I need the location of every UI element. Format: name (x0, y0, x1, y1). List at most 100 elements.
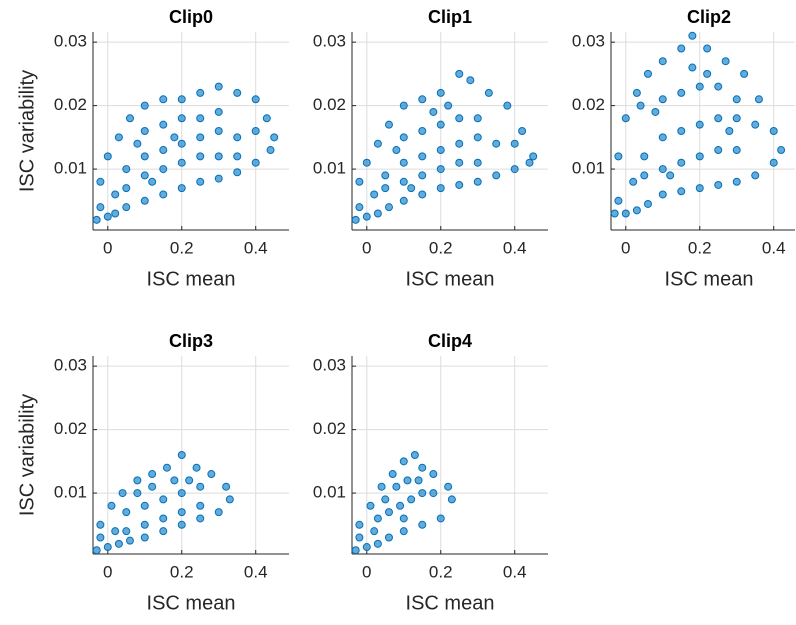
point (159, 146, 168, 155)
y-tick-label: 0.03 (54, 32, 87, 51)
point (455, 139, 464, 148)
point (233, 152, 242, 161)
point (614, 152, 623, 161)
point (140, 171, 149, 180)
point (373, 514, 382, 523)
point (484, 88, 493, 97)
point (677, 158, 686, 167)
subplot: 0.01 0.02 0.03 0 0.2 0.4 Clip3 ISC mean ISC vari… (16, 331, 289, 614)
point (159, 190, 168, 199)
point (140, 501, 149, 510)
point (125, 536, 134, 545)
point (122, 165, 131, 174)
point (399, 158, 408, 167)
point (355, 520, 364, 529)
point (658, 190, 667, 199)
point (732, 114, 741, 123)
point (370, 527, 379, 536)
point (103, 152, 112, 161)
point (399, 196, 408, 205)
point (455, 69, 464, 78)
point (118, 489, 127, 498)
point (196, 482, 205, 491)
point (444, 101, 453, 110)
point (148, 177, 157, 186)
point (688, 31, 697, 40)
point (436, 146, 445, 155)
point (436, 514, 445, 523)
point (436, 184, 445, 193)
point (140, 196, 149, 205)
point (92, 215, 101, 224)
point (399, 133, 408, 142)
point (418, 152, 427, 161)
y-tick-label: 0.02 (313, 95, 346, 114)
point (362, 212, 371, 221)
point (122, 184, 131, 193)
point (518, 127, 527, 135)
y-axis-label: ISC variability (16, 394, 38, 516)
point (643, 199, 652, 208)
point (355, 533, 364, 542)
x-tick-label: 0 (621, 238, 630, 257)
point (377, 482, 386, 491)
point (192, 463, 201, 472)
point (407, 495, 416, 504)
point (455, 158, 464, 167)
point (510, 139, 519, 148)
point (148, 470, 157, 479)
y-tick-label: 0.01 (313, 159, 346, 178)
y-tick-label: 0.03 (54, 356, 87, 375)
point (492, 171, 501, 180)
point (381, 184, 390, 193)
point (140, 127, 149, 135)
point (399, 101, 408, 110)
point (510, 165, 519, 174)
point (96, 533, 105, 542)
point (714, 180, 723, 189)
point (429, 107, 438, 116)
point (196, 501, 205, 510)
point (658, 57, 667, 66)
point (677, 88, 686, 97)
point (429, 489, 438, 498)
point (355, 203, 364, 212)
point (384, 508, 393, 517)
point (122, 203, 131, 212)
point (677, 44, 686, 53)
point (384, 203, 393, 212)
point (196, 88, 205, 97)
x-tick-label: 0 (103, 238, 112, 257)
point (473, 133, 482, 142)
point (111, 527, 120, 536)
y-tick-label: 0.03 (313, 32, 346, 51)
subplot: 0.01 0.02 0.03 0 0.2 0.4 Clip4 ISC mean (313, 331, 548, 614)
point (418, 95, 427, 104)
point (222, 482, 231, 491)
point (111, 209, 120, 218)
point (233, 88, 242, 97)
point (695, 82, 704, 91)
point (170, 133, 179, 142)
point (777, 146, 786, 155)
point (418, 520, 427, 529)
point (396, 501, 405, 510)
point (185, 476, 194, 485)
point (103, 543, 112, 552)
point (621, 114, 630, 123)
point (399, 457, 408, 466)
point (351, 546, 360, 555)
point (140, 152, 149, 161)
point (658, 95, 667, 104)
subplot: 0.01 0.02 0.03 0 0.2 0.4 Clip0 ISC mean ISC vari… (16, 7, 289, 290)
point (114, 539, 123, 548)
point (769, 127, 778, 135)
x-axis-label: ISC mean (147, 592, 236, 614)
point (362, 158, 371, 167)
point (381, 495, 390, 504)
x-tick-label: 0.2 (170, 562, 194, 581)
point (177, 114, 186, 123)
point (381, 171, 390, 180)
y-tick-label: 0.03 (572, 32, 605, 51)
